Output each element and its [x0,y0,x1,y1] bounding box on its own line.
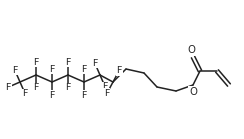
Text: F: F [49,90,55,100]
Text: F: F [12,66,18,75]
Text: F: F [92,59,97,68]
Text: F: F [49,64,55,74]
Text: F: F [81,90,87,100]
Text: F: F [33,58,39,66]
Text: F: F [102,82,108,91]
Text: F: F [33,84,39,92]
Text: O: O [189,87,197,97]
Text: F: F [65,58,71,66]
Text: F: F [116,66,122,75]
Text: F: F [104,89,110,98]
Text: F: F [81,64,87,74]
Text: O: O [187,45,195,55]
Text: F: F [5,83,11,92]
Text: F: F [22,89,28,98]
Text: F: F [65,84,71,92]
